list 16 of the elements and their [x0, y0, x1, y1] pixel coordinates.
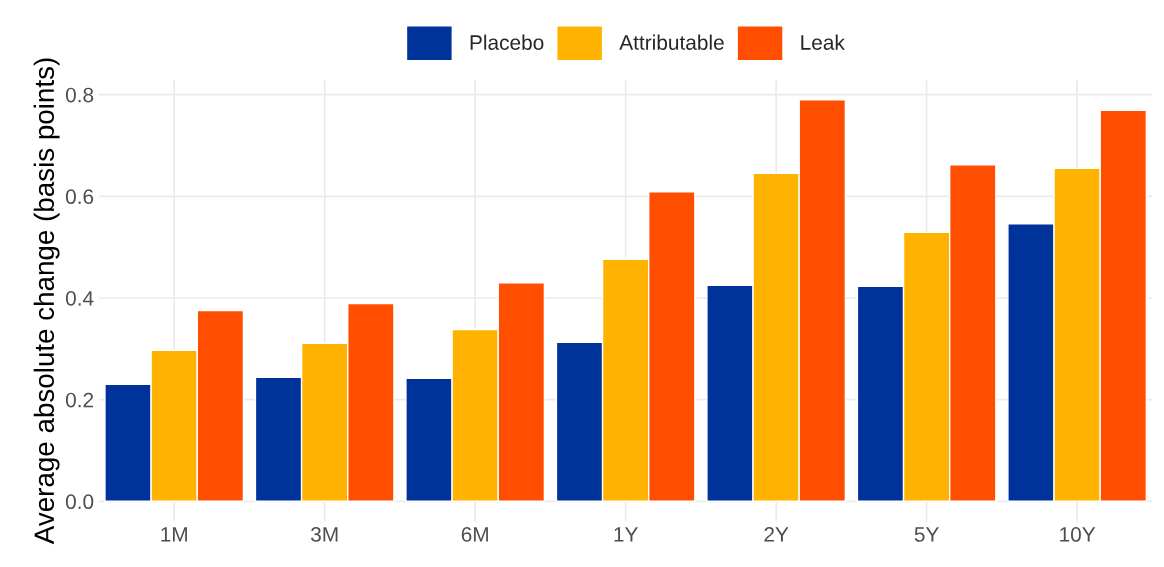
- x-tick-label: 2Y: [764, 527, 789, 542]
- y-axis-title: Average absolute change (basis points): [33, 58, 60, 545]
- y-tick-label: 0.4: [65, 290, 94, 306]
- x-tick-label: 5Y: [914, 527, 939, 542]
- y-tick-label: 0.6: [65, 189, 94, 205]
- legend-label: Attributable: [619, 34, 724, 50]
- x-tick-label: 1M: [161, 527, 187, 542]
- x-tick-label: 10Y: [1060, 527, 1096, 542]
- x-tick-label: 6M: [461, 527, 488, 542]
- x-tick-label: 1Y: [614, 527, 638, 542]
- y-tick-label: 0.2: [65, 392, 94, 408]
- legend-label: Leak: [801, 34, 845, 50]
- y-tick-label: 0.8: [65, 87, 94, 103]
- legend-label: Placebo: [470, 34, 544, 50]
- x-tick-label: 3M: [311, 527, 338, 542]
- y-tick-label: 0.0: [65, 494, 94, 510]
